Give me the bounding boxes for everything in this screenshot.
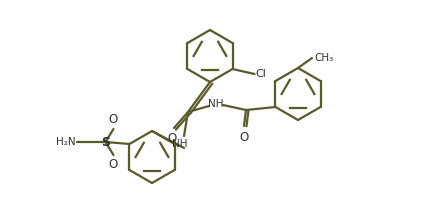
Text: NH: NH [208,99,224,109]
Text: CH₃: CH₃ [314,53,333,63]
Text: NH: NH [172,139,188,149]
Text: O: O [168,132,177,145]
Text: O: O [109,158,118,171]
Text: S: S [101,135,110,149]
Text: H₂N: H₂N [56,137,75,147]
Text: O: O [239,131,249,144]
Text: Cl: Cl [255,69,266,79]
Text: O: O [109,113,118,126]
